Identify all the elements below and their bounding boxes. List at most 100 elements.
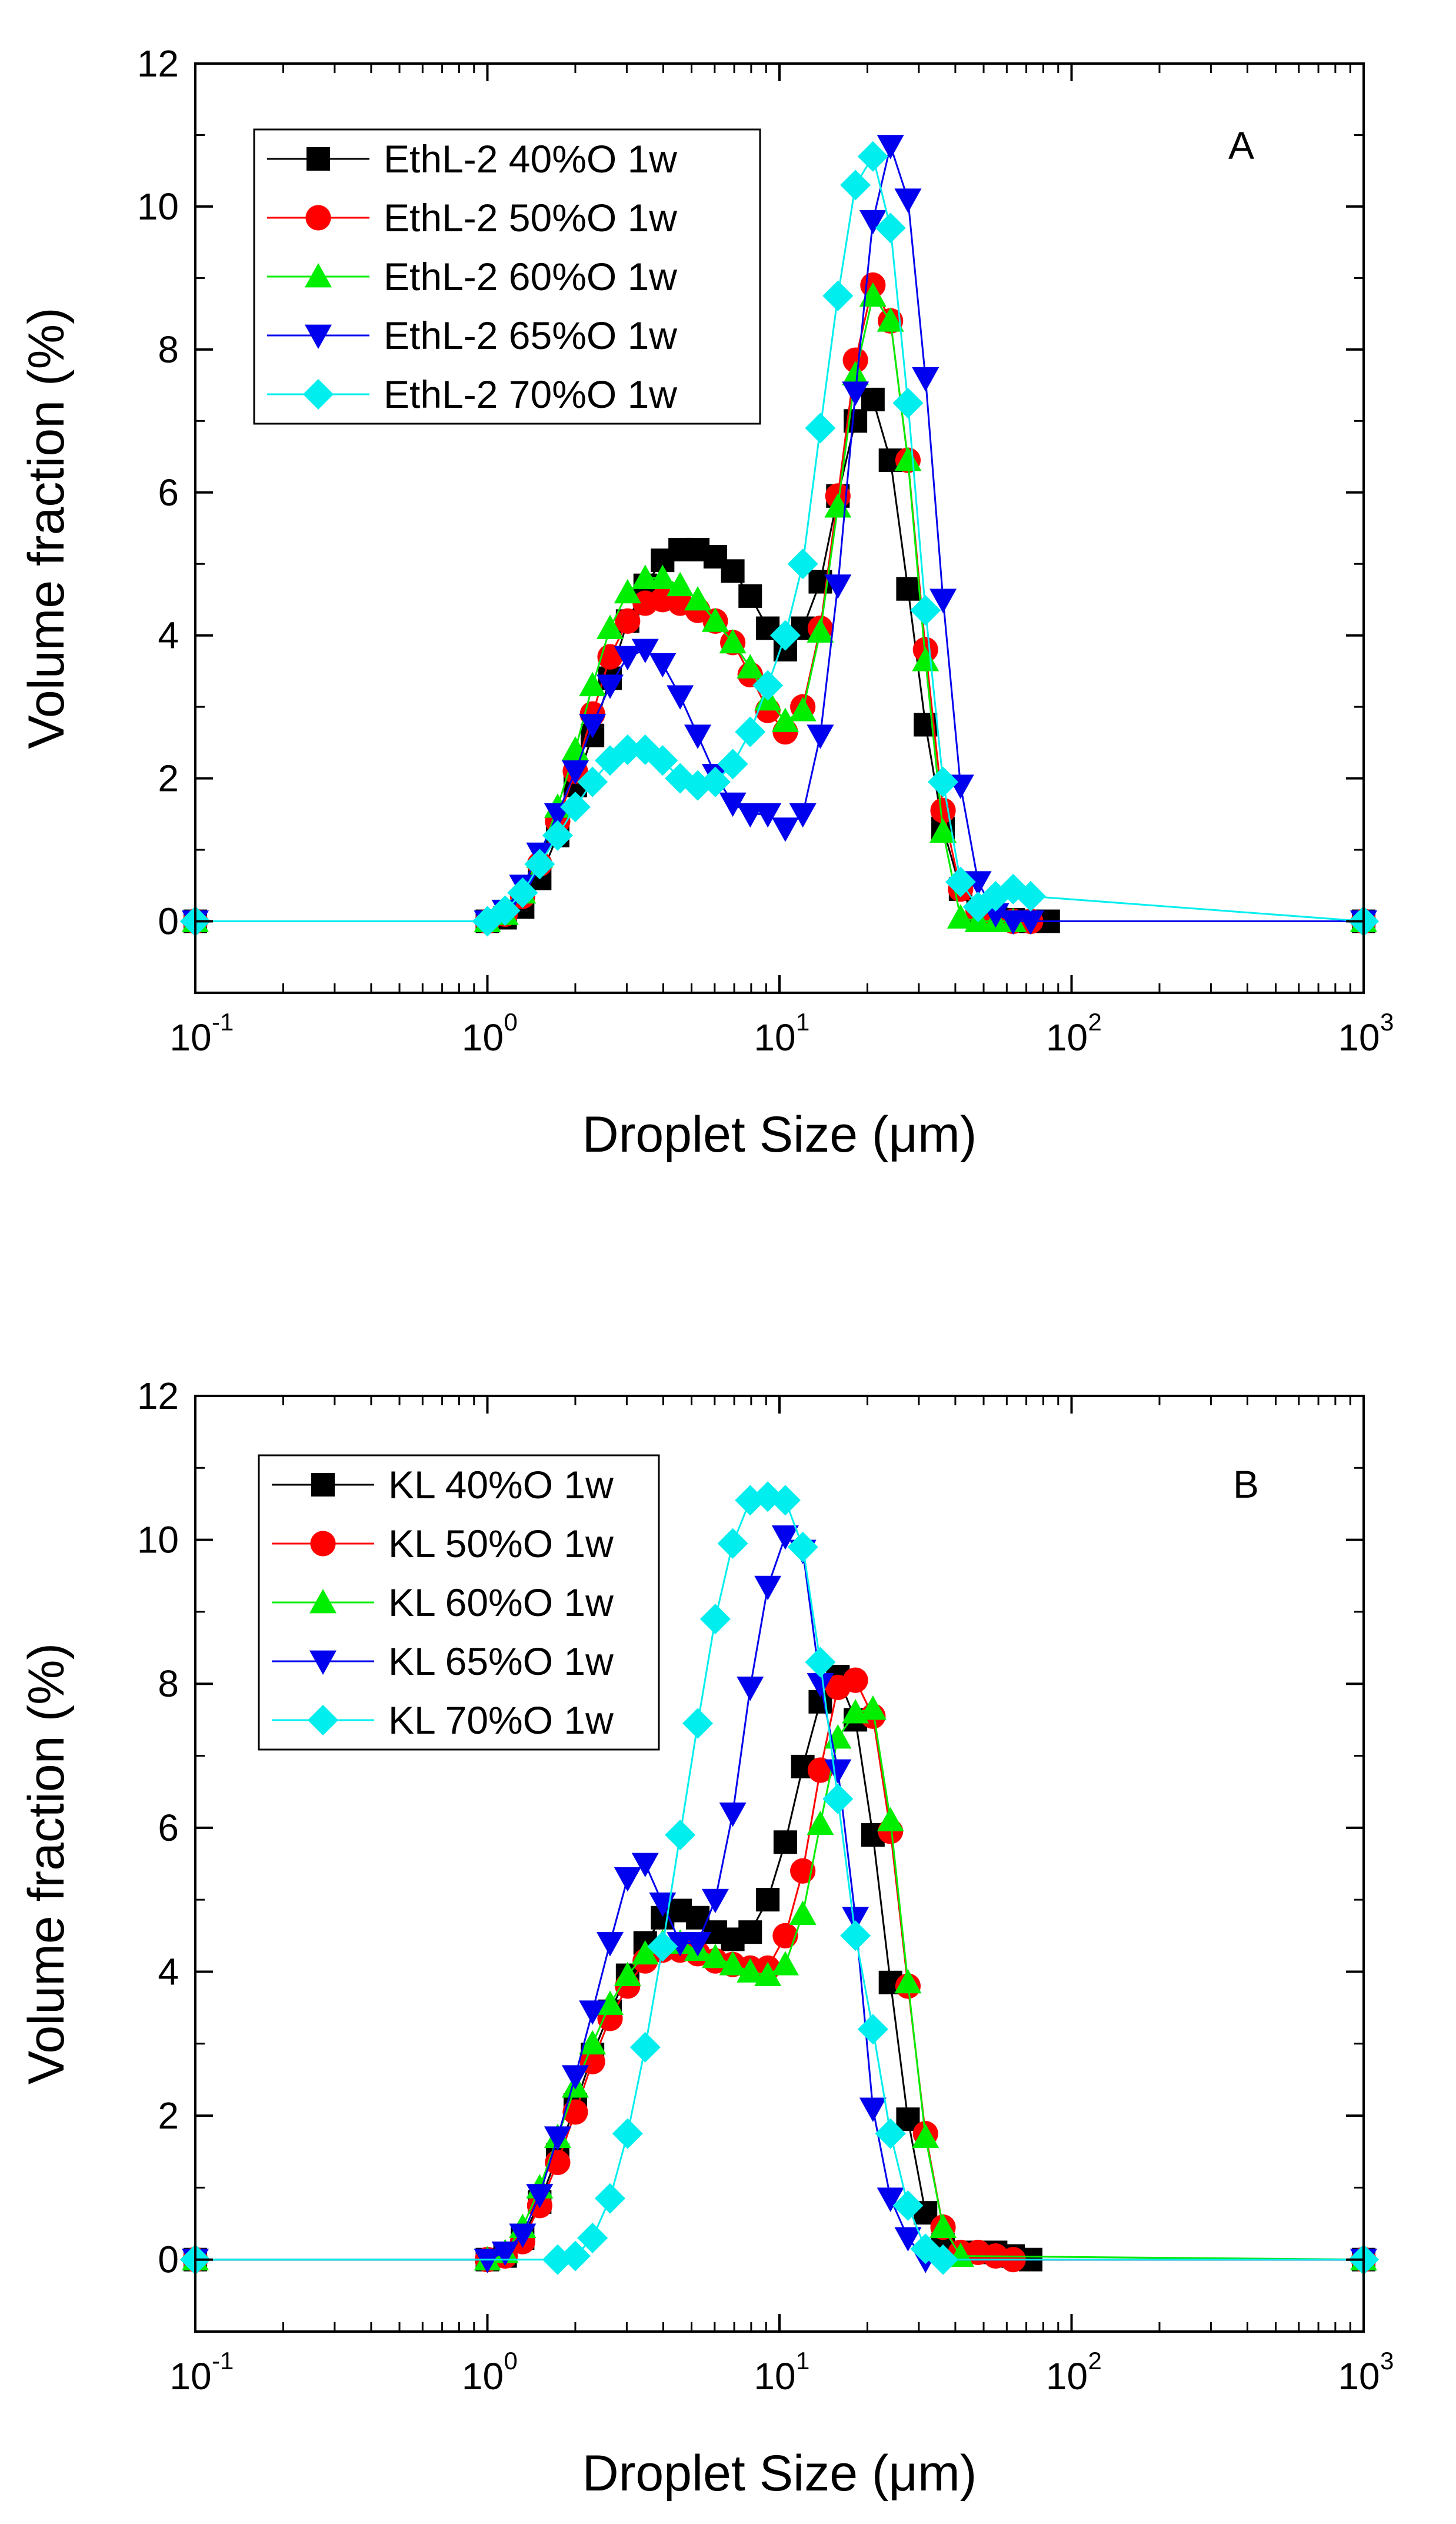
data-point [735, 716, 766, 747]
legend-entry: EthL-2 60%O 1w [267, 255, 677, 298]
data-point [754, 803, 782, 828]
data-point [857, 141, 888, 172]
data-point [719, 1802, 747, 1827]
data-point [824, 574, 852, 599]
legend-label: EthL-2 60%O 1w [384, 255, 677, 298]
series-diamond [180, 141, 1379, 937]
data-point [595, 2183, 626, 2214]
data-point [928, 2244, 959, 2275]
data-point [894, 2227, 922, 2252]
data-point [612, 2118, 643, 2149]
x-tick-exponent: 0 [504, 2347, 518, 2375]
data-point [667, 1932, 694, 1957]
data-point [877, 2187, 904, 2212]
data-point [756, 1888, 780, 1912]
y-axis-title: Volume fraction (%) [18, 1643, 75, 2084]
data-point [559, 792, 591, 823]
legend: EthL-2 40%O 1w EthL-2 50%O 1w EthL-2 60%O … [253, 128, 761, 425]
x-tick-label: 10 [754, 2355, 795, 2397]
data-point [822, 280, 854, 311]
data-point [999, 910, 1027, 935]
data-point [945, 866, 976, 897]
legend-marker [310, 1531, 336, 1557]
data-point [807, 724, 834, 749]
legend-entry: KL 60%O 1w [272, 1581, 614, 1624]
data-point [701, 607, 729, 632]
legend-marker [303, 379, 334, 410]
data-point [892, 2190, 924, 2221]
data-point [771, 707, 799, 732]
x-tick-label: 10 [1046, 2355, 1088, 2397]
series-line [195, 142, 1364, 922]
data-point [579, 671, 607, 697]
data-point [1015, 881, 1046, 912]
legend-entry: KL 40%O 1w [272, 1463, 614, 1507]
legend-marker [305, 263, 332, 288]
y-tick-label: 4 [158, 1950, 179, 1993]
data-point [701, 1888, 729, 1914]
data-point [561, 760, 589, 785]
x-axis-title: Droplet Size (μm) [582, 2445, 977, 2502]
legend-marker [311, 1473, 335, 1497]
data-point [929, 2213, 957, 2239]
data-point [840, 1920, 871, 1951]
data-point [771, 1951, 799, 1976]
data-point [877, 1807, 904, 1832]
data-point [928, 766, 959, 797]
legend-label: EthL-2 40%O 1w [384, 137, 677, 181]
legend-marker [309, 1650, 336, 1675]
data-point [877, 307, 904, 332]
data-point [771, 1525, 799, 1550]
data-point [699, 766, 731, 797]
x-tick-label: 10 [462, 1016, 504, 1059]
data-point [524, 849, 555, 880]
data-point [892, 387, 924, 418]
legend-marker [306, 147, 330, 171]
data-point [805, 413, 836, 444]
y-tick-label: 12 [137, 42, 179, 85]
data-point [787, 548, 818, 580]
data-point [824, 1759, 852, 1784]
x-tick-label: 10 [754, 1016, 795, 1059]
data-point [509, 2223, 537, 2248]
legend-entry: EthL-2 40%O 1w [267, 137, 677, 181]
data-point [579, 2000, 607, 2025]
y-tick-label: 6 [158, 1807, 179, 1849]
data-point [615, 608, 641, 634]
x-tick-label: 10 [1338, 2355, 1380, 2397]
data-point [579, 714, 607, 739]
data-point [842, 347, 868, 373]
data-point [896, 577, 920, 601]
data-point [754, 1575, 782, 1601]
data-point [912, 647, 939, 671]
y-tick-label: 2 [158, 757, 179, 800]
panel-label: A [1228, 124, 1254, 167]
data-point [631, 639, 659, 663]
y-tick-label: 12 [137, 1375, 179, 1417]
data-point [964, 871, 992, 896]
data-point [842, 361, 869, 385]
x-tick-label: 10 [169, 2355, 211, 2397]
legend-entry: EthL-2 70%O 1w [267, 373, 677, 416]
legend-label: KL 60%O 1w [388, 1581, 614, 1624]
legend-label: KL 65%O 1w [388, 1640, 614, 1683]
data-point [717, 1528, 748, 1559]
data-point [631, 564, 659, 589]
data-point [701, 1944, 729, 1968]
data-point [773, 1830, 797, 1854]
data-point [859, 1695, 887, 1720]
legend-label: KL 40%O 1w [388, 1463, 614, 1507]
data-point [738, 584, 762, 608]
legend-entry: EthL-2 65%O 1w [267, 314, 677, 357]
x-axis-title: Droplet Size (μm) [582, 1106, 977, 1163]
data-point [579, 2030, 607, 2055]
data-point [772, 1923, 798, 1948]
legend-marker [308, 1705, 338, 1735]
data-point [859, 209, 887, 235]
data-point [822, 1783, 854, 1814]
data-point [857, 2014, 888, 2045]
data-point [682, 1708, 714, 1739]
data-point [684, 586, 712, 611]
legend-entry: KL 50%O 1w [272, 1522, 614, 1565]
